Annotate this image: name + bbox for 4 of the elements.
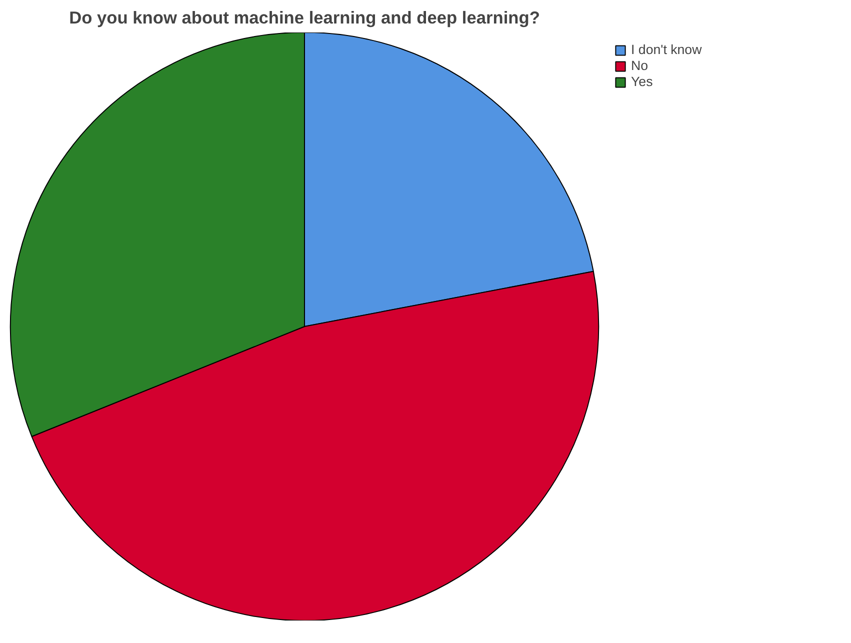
legend-label: No bbox=[631, 58, 650, 73]
chart-title: Do you know about machine learning and deep learning? bbox=[69, 8, 540, 28]
legend-label: Yes bbox=[631, 74, 653, 89]
legend-label: I don't know bbox=[631, 42, 702, 57]
